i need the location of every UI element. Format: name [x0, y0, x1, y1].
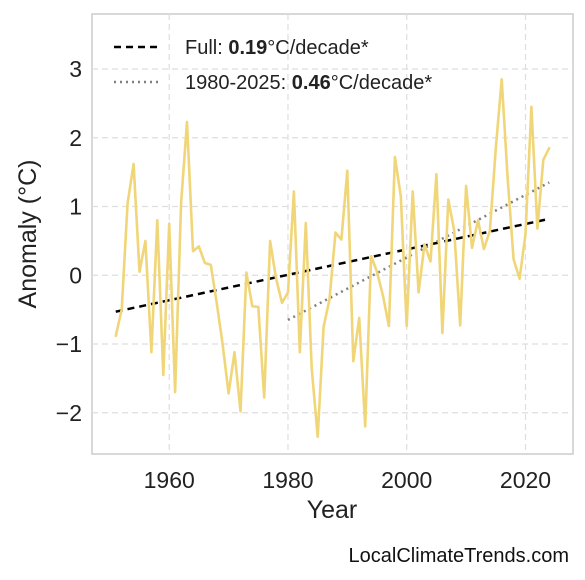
plot-area — [91, 13, 574, 455]
x-tick-label: 1980 — [262, 467, 313, 493]
x-tick-label: 2000 — [381, 467, 432, 493]
x-axis-label: Year — [307, 496, 358, 524]
series-line — [114, 78, 551, 439]
legend-label-full: Full: 0.19°C/decade* — [185, 37, 369, 59]
y-tick-label: 0 — [69, 262, 82, 288]
y-axis-label: Anomaly (°C) — [14, 160, 42, 309]
x-tick-label: 2020 — [500, 467, 551, 493]
y-tick-label: 1 — [69, 194, 82, 220]
grid — [92, 14, 573, 454]
y-tick-label: 3 — [69, 56, 82, 82]
watermark: LocalClimateTrends.com — [348, 545, 569, 567]
y-ticks: −2 −1 0 1 2 3 — [56, 56, 82, 426]
trend-line-recent — [287, 181, 550, 322]
legend: Full: 0.19°C/decade* 1980-2025: 0.46°C/d… — [114, 37, 432, 94]
y-tick-label: 2 — [69, 125, 82, 151]
series-group — [114, 78, 551, 439]
legend-label-recent: 1980-2025: 0.46°C/decade* — [185, 72, 432, 94]
y-tick-label: −1 — [56, 331, 82, 357]
x-ticks: 1960 1980 2000 2020 — [144, 467, 551, 493]
y-tick-label: −2 — [56, 400, 82, 426]
x-tick-label: 1960 — [144, 467, 195, 493]
